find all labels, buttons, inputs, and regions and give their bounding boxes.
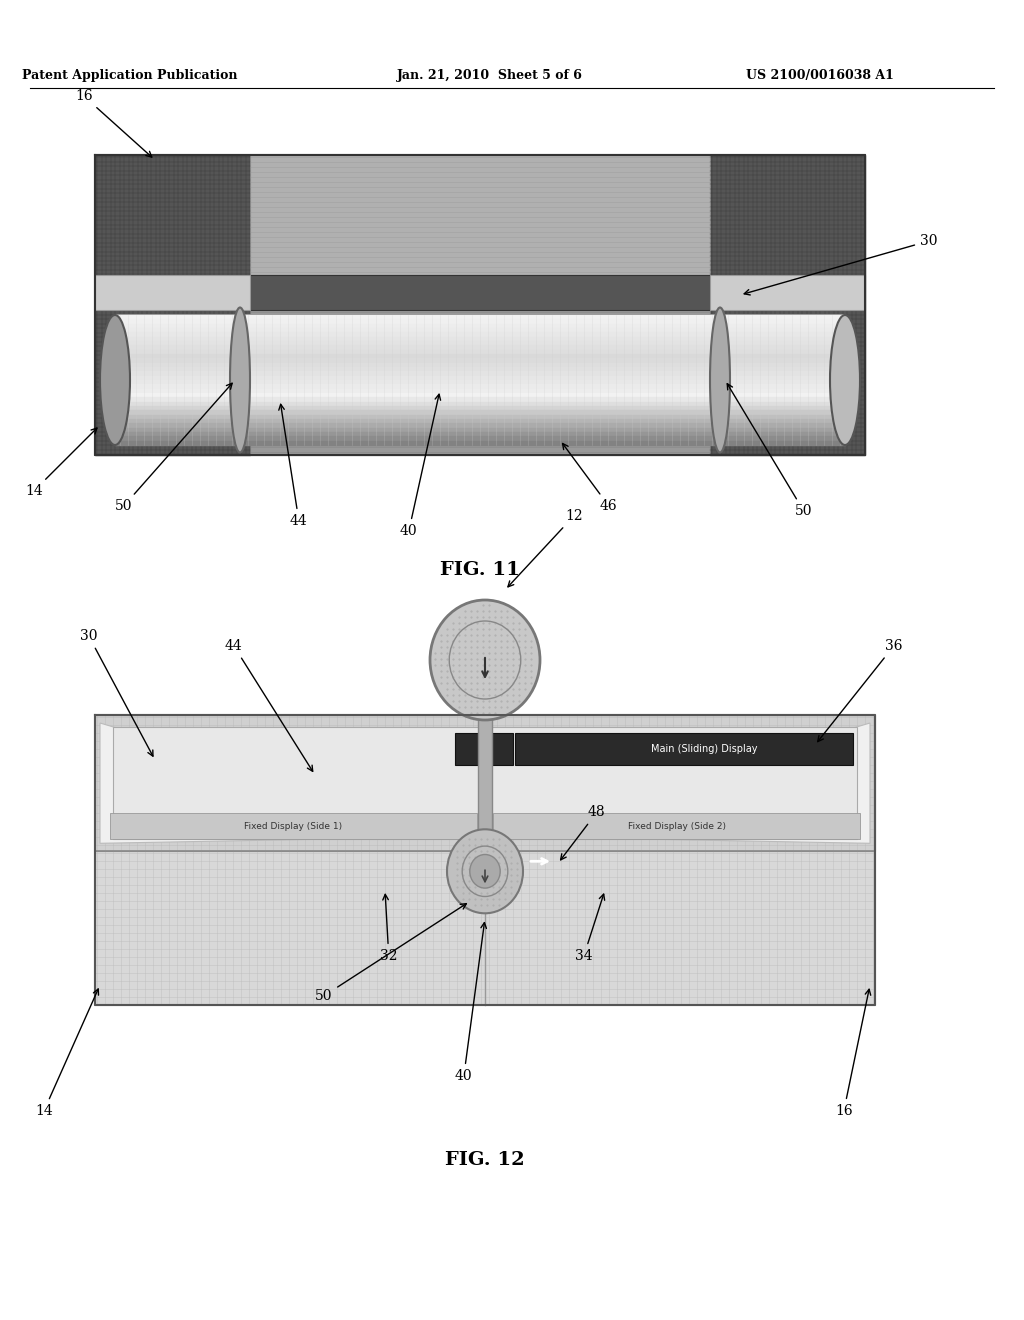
Ellipse shape bbox=[470, 854, 500, 888]
Text: 50: 50 bbox=[315, 904, 466, 1003]
Text: 44: 44 bbox=[279, 404, 308, 528]
Polygon shape bbox=[493, 813, 860, 840]
Text: 44: 44 bbox=[225, 639, 312, 771]
Ellipse shape bbox=[100, 315, 130, 445]
Text: Fixed Display (Side 2): Fixed Display (Side 2) bbox=[628, 822, 725, 830]
Ellipse shape bbox=[430, 601, 540, 719]
Text: 34: 34 bbox=[575, 894, 604, 964]
Ellipse shape bbox=[830, 315, 860, 445]
Text: 12: 12 bbox=[508, 510, 583, 587]
Ellipse shape bbox=[230, 308, 250, 453]
Text: 30: 30 bbox=[80, 630, 153, 756]
Text: 36: 36 bbox=[818, 639, 902, 742]
Text: 50: 50 bbox=[115, 383, 232, 513]
Text: 14: 14 bbox=[35, 989, 98, 1118]
Text: 40: 40 bbox=[455, 923, 486, 1082]
Text: Patent Application Publication: Patent Application Publication bbox=[23, 69, 238, 82]
Polygon shape bbox=[250, 275, 710, 310]
Text: FIG. 12: FIG. 12 bbox=[445, 1151, 525, 1170]
Text: 48: 48 bbox=[560, 805, 605, 859]
Polygon shape bbox=[113, 727, 857, 840]
Text: Main (Sliding) Display: Main (Sliding) Display bbox=[650, 744, 758, 754]
Polygon shape bbox=[115, 315, 845, 445]
Text: 16: 16 bbox=[75, 88, 152, 157]
Polygon shape bbox=[250, 310, 710, 455]
Polygon shape bbox=[515, 733, 853, 766]
Polygon shape bbox=[490, 723, 870, 843]
Polygon shape bbox=[95, 275, 250, 310]
Polygon shape bbox=[478, 715, 492, 834]
Polygon shape bbox=[455, 733, 513, 766]
Polygon shape bbox=[95, 154, 250, 455]
Polygon shape bbox=[100, 723, 480, 843]
Ellipse shape bbox=[710, 308, 730, 453]
Text: 40: 40 bbox=[400, 395, 440, 539]
Text: 50: 50 bbox=[727, 384, 812, 517]
Polygon shape bbox=[95, 715, 874, 1005]
Polygon shape bbox=[250, 154, 710, 275]
Text: US 2100/0016038 A1: US 2100/0016038 A1 bbox=[746, 69, 894, 82]
Polygon shape bbox=[710, 154, 865, 455]
Polygon shape bbox=[110, 813, 477, 840]
Text: Jan. 21, 2010  Sheet 5 of 6: Jan. 21, 2010 Sheet 5 of 6 bbox=[397, 69, 583, 82]
Text: FIG. 11: FIG. 11 bbox=[440, 561, 520, 579]
Ellipse shape bbox=[447, 829, 523, 913]
Text: Fixed Display (Side 1): Fixed Display (Side 1) bbox=[245, 822, 343, 830]
Polygon shape bbox=[710, 275, 865, 310]
Text: 46: 46 bbox=[562, 444, 617, 513]
Polygon shape bbox=[95, 154, 865, 455]
Text: 32: 32 bbox=[380, 895, 397, 964]
Text: 16: 16 bbox=[835, 989, 870, 1118]
Text: 30: 30 bbox=[744, 234, 938, 294]
Polygon shape bbox=[95, 715, 874, 851]
Text: 14: 14 bbox=[25, 428, 97, 498]
